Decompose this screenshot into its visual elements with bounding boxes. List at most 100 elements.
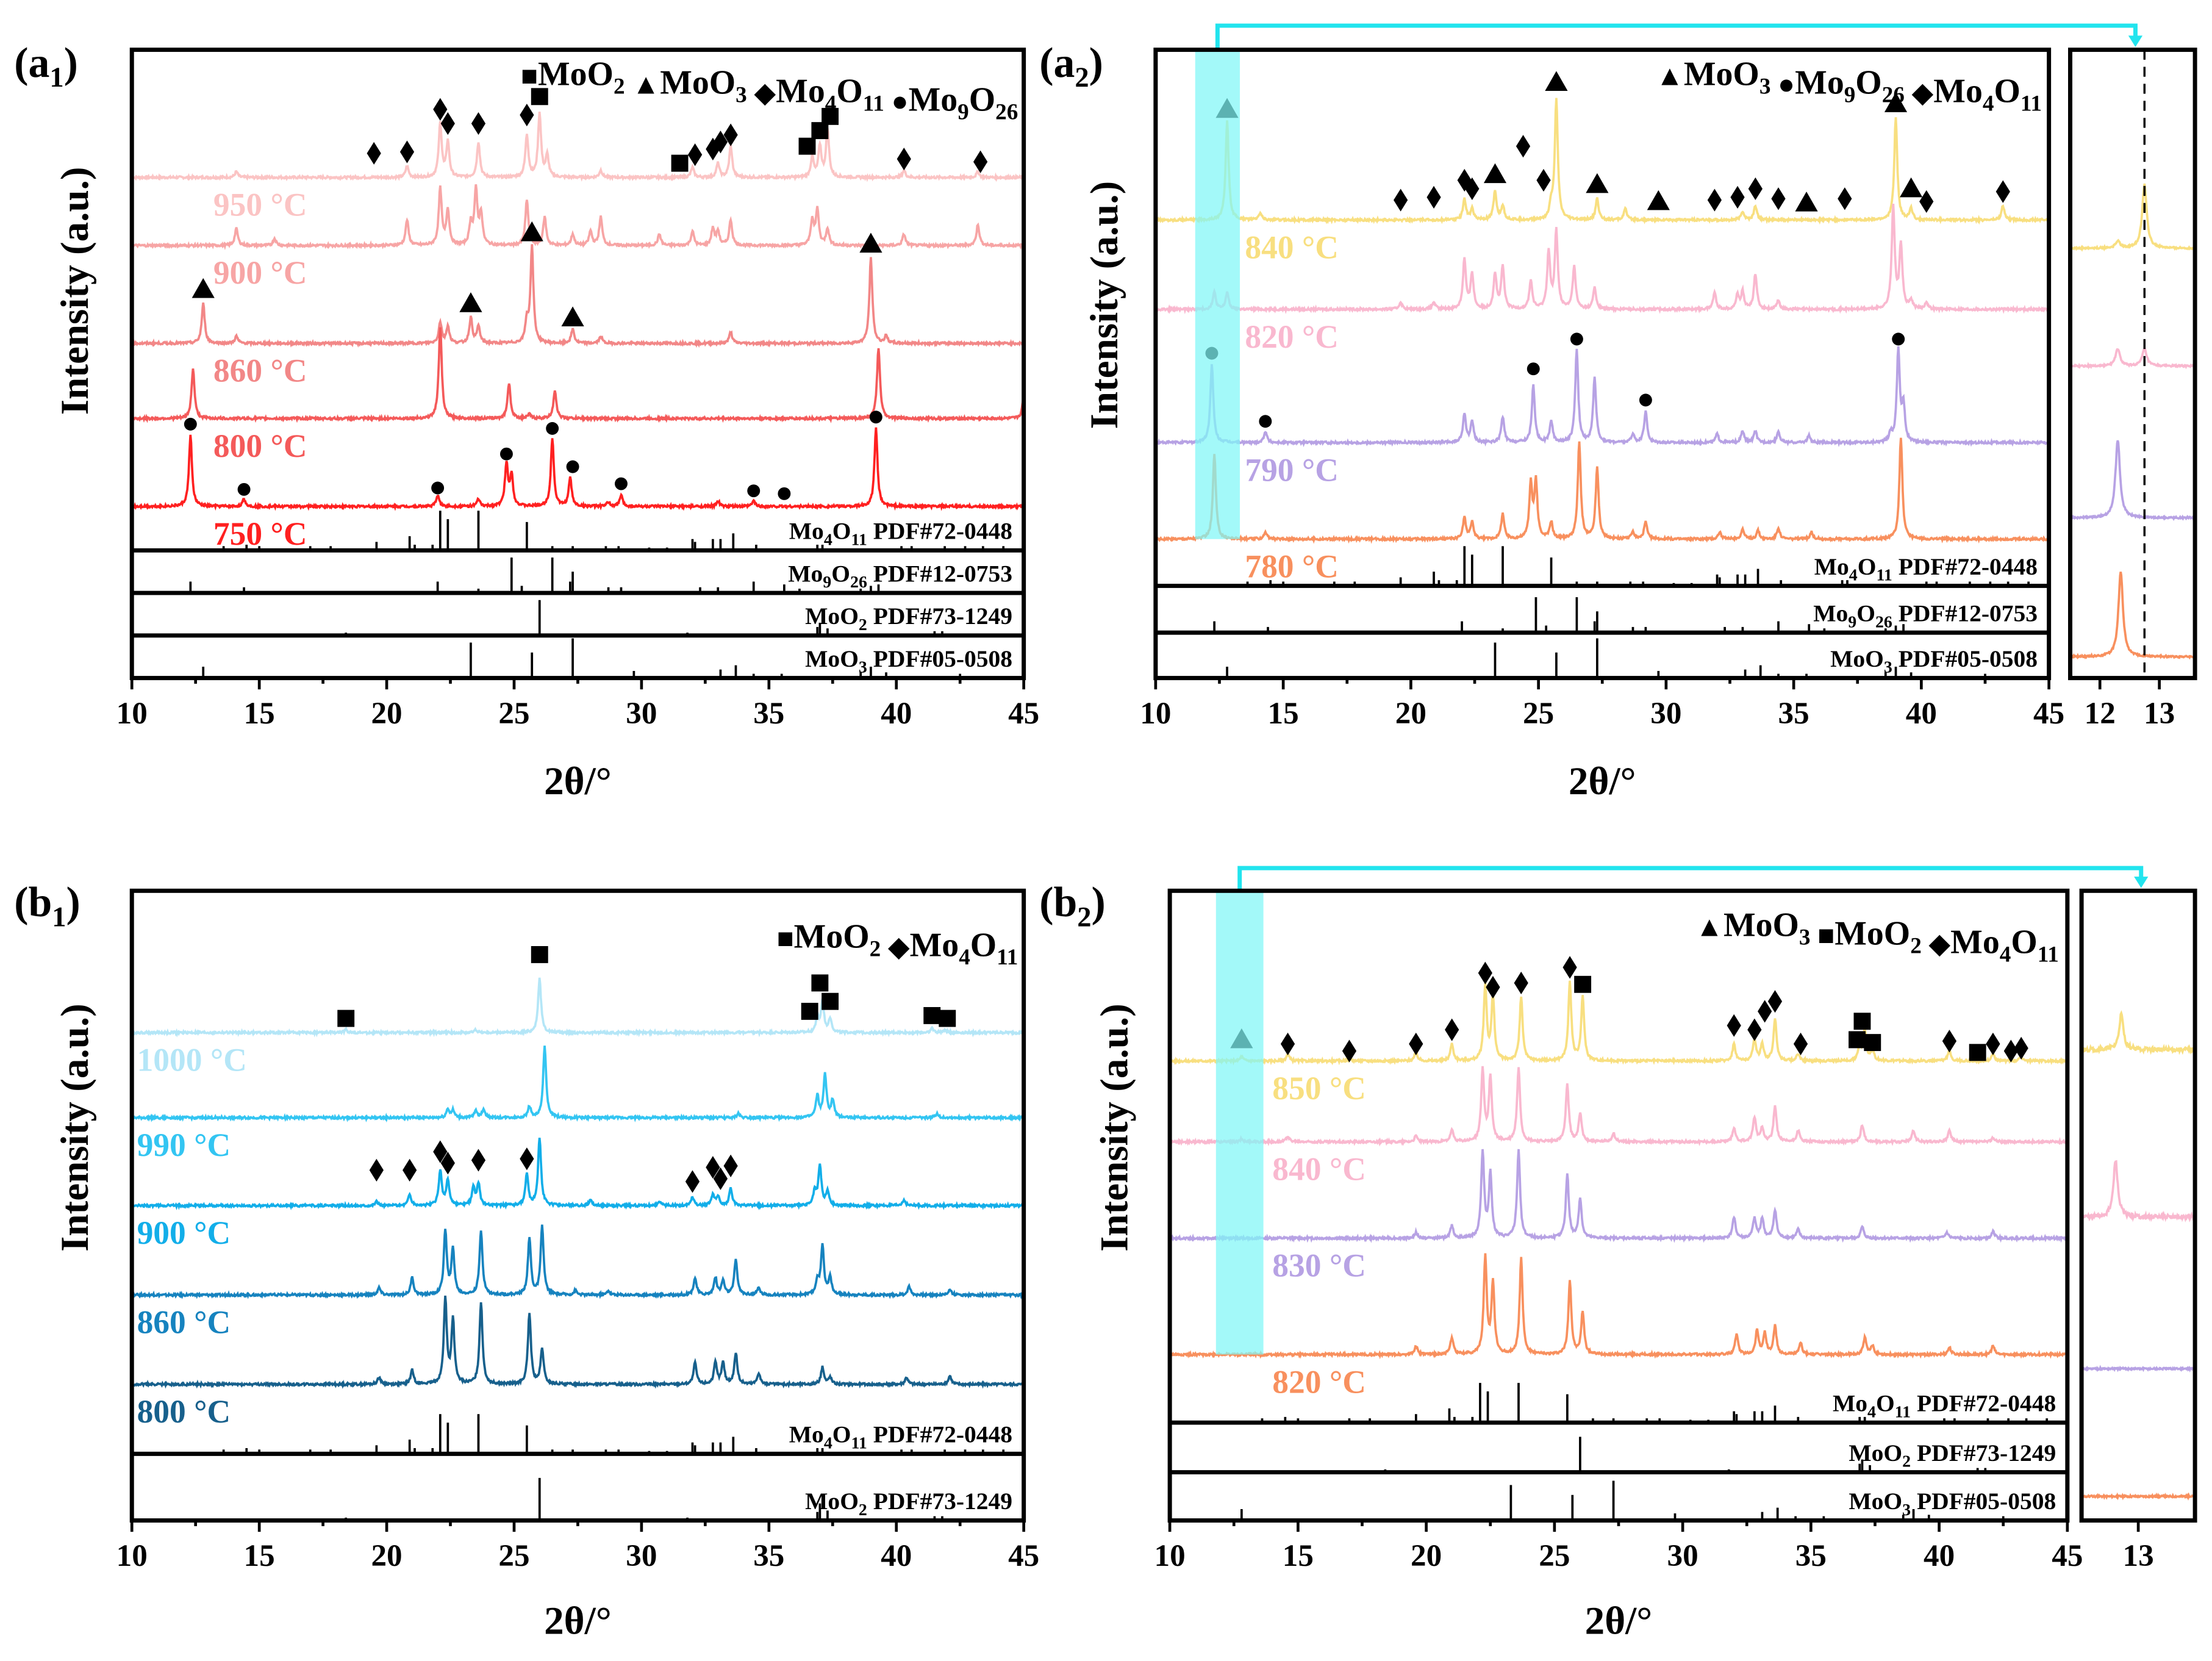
formula-part: O bbox=[1876, 1390, 1895, 1417]
highlight-region bbox=[1195, 49, 1240, 539]
legend-label-part: 3 bbox=[1799, 925, 1811, 950]
temperature-label: 830 °C bbox=[1272, 1247, 1366, 1284]
x-tick-label: 45 bbox=[2033, 696, 2064, 731]
formula-part: O bbox=[831, 560, 850, 587]
mo4o11-diamond-marker bbox=[2014, 1036, 2028, 1060]
formula-part: 26 bbox=[1875, 612, 1892, 631]
temperature-label: 800 °C bbox=[213, 428, 307, 464]
x-tick-label: 20 bbox=[371, 696, 402, 731]
x-axis-title: 2θ/° bbox=[544, 759, 612, 803]
y-axis-title: Intensity (a.u.) bbox=[1092, 1003, 1136, 1252]
reference-label: MoO2 PDF#73-1249 bbox=[1849, 1440, 2056, 1471]
formula-part: 11 bbox=[851, 530, 867, 549]
mo-o2-square-marker bbox=[939, 1010, 956, 1027]
mo4o11-diamond-marker bbox=[1409, 1032, 1423, 1056]
triangle-legend-icon: ▲ bbox=[625, 70, 660, 101]
inset-tick-label: 13 bbox=[2144, 696, 2175, 731]
arrow-head-icon bbox=[2128, 35, 2143, 47]
x-tick-label: 15 bbox=[244, 1538, 275, 1573]
triangle-legend-icon: ▲ bbox=[1656, 61, 1684, 92]
y-axis-title: Intensity (a.u.) bbox=[1083, 181, 1126, 429]
mo4o11-diamond-marker bbox=[1707, 188, 1722, 212]
mo4o11-diamond-marker bbox=[723, 1154, 738, 1177]
x-tick-label: 35 bbox=[753, 1538, 784, 1573]
mo9o26-circle-marker bbox=[747, 484, 761, 498]
formula-part: PDF#73-1249 bbox=[867, 1488, 1012, 1515]
formula-part: 3 bbox=[1884, 658, 1892, 677]
temperature-label: 750 °C bbox=[213, 515, 307, 552]
temperature-label: 820 °C bbox=[1272, 1363, 1366, 1400]
triangle-legend-icon: ▲ bbox=[1695, 912, 1723, 943]
formula-part: ) bbox=[1089, 40, 1103, 87]
mo4o11-diamond-marker bbox=[520, 1147, 534, 1171]
inset-pattern bbox=[2080, 1160, 2196, 1223]
mo9o26-circle-marker bbox=[778, 487, 791, 500]
mo4o11-diamond-marker bbox=[1445, 1018, 1459, 1041]
mo4o11-diamond-marker bbox=[399, 140, 415, 163]
mo-o2-square-marker bbox=[531, 88, 548, 106]
temperature-label: 850 °C bbox=[1272, 1070, 1366, 1107]
mo4o11-diamond-marker bbox=[713, 1167, 728, 1190]
mo4o11-diamond-marker bbox=[1280, 1032, 1295, 1056]
formula-part: 1 bbox=[49, 62, 63, 93]
mo-o3-triangle-marker bbox=[1884, 92, 1908, 112]
x-tick-label: 45 bbox=[2052, 1538, 2083, 1573]
x-tick-label: 30 bbox=[626, 696, 657, 731]
formula-part: 2 bbox=[859, 1501, 867, 1519]
temperature-label: 790 °C bbox=[1245, 451, 1339, 488]
mo-o2-square-marker bbox=[923, 1006, 941, 1024]
square-legend-icon: ■ bbox=[777, 923, 794, 954]
diamond-legend-icon: ◆ bbox=[1905, 78, 1934, 109]
formula-part: PDF#72-0448 bbox=[1892, 553, 2038, 580]
temperature-label: 820 °C bbox=[1245, 318, 1339, 355]
temperature-label: 860 °C bbox=[137, 1304, 231, 1341]
mo-o2-square-marker bbox=[811, 974, 829, 992]
mo4o11-diamond-marker bbox=[367, 142, 381, 165]
formula-part: Mo bbox=[1814, 553, 1849, 580]
mo4o11-diamond-marker bbox=[433, 98, 448, 121]
mo9o26-circle-marker bbox=[546, 422, 559, 435]
x-tick-label: 30 bbox=[1667, 1538, 1698, 1573]
formula-part: PDF#05-0508 bbox=[1892, 645, 2038, 672]
inset-pattern bbox=[2069, 346, 2196, 370]
formula-part: 2 bbox=[1902, 1452, 1911, 1471]
mo4o11-diamond-marker bbox=[471, 1149, 486, 1172]
x-tick-label: 15 bbox=[244, 696, 275, 731]
diamond-legend-icon: ◆ bbox=[1922, 929, 1951, 960]
x-tick-label: 10 bbox=[1154, 1538, 1186, 1573]
mo4o11-diamond-marker bbox=[520, 103, 534, 127]
x-tick-label: 20 bbox=[1395, 696, 1426, 731]
reference-label: MoO3 PDF#05-0508 bbox=[1830, 645, 2038, 677]
reference-label: MoO3 PDF#05-0508 bbox=[1849, 1488, 2056, 1519]
inset-pattern bbox=[2069, 183, 2196, 253]
arrow-head-icon bbox=[2134, 877, 2149, 888]
legend-label-part: 4 bbox=[825, 91, 837, 117]
x-tick-label: 10 bbox=[116, 1538, 148, 1573]
formula-part: 1 bbox=[52, 902, 66, 933]
x-axis-title: 2θ/° bbox=[1585, 1599, 1653, 1643]
legend-label-part: 26 bbox=[1882, 83, 1905, 108]
y-axis-title: Intensity (a.u.) bbox=[53, 167, 97, 415]
diamond-legend-icon: ◆ bbox=[881, 931, 910, 963]
x-tick-label: 40 bbox=[881, 1538, 912, 1573]
mo4o11-diamond-marker bbox=[1730, 185, 1745, 209]
mo4o11-diamond-marker bbox=[723, 123, 738, 146]
mo-o2-square-marker bbox=[337, 1010, 355, 1027]
mo4o11-diamond-marker bbox=[433, 1140, 448, 1163]
mo4o11-diamond-marker bbox=[403, 1158, 417, 1182]
formula-part: 2 bbox=[1075, 62, 1089, 93]
xrd-pattern-990c bbox=[131, 1046, 1025, 1123]
mo4o11-diamond-marker bbox=[1562, 956, 1577, 979]
mo4o11-diamond-marker bbox=[1486, 975, 1500, 999]
mo-o3-triangle-marker bbox=[561, 306, 584, 326]
formula-part: (b bbox=[1039, 879, 1077, 926]
xrd-pattern-820c bbox=[1155, 203, 2050, 315]
mo4o11-diamond-marker bbox=[440, 1152, 455, 1175]
formula-part: ) bbox=[64, 40, 78, 87]
x-tick-label: 45 bbox=[1008, 696, 1039, 731]
mo4o11-diamond-marker bbox=[1465, 177, 1480, 201]
mo-o3-triangle-marker bbox=[859, 232, 882, 253]
